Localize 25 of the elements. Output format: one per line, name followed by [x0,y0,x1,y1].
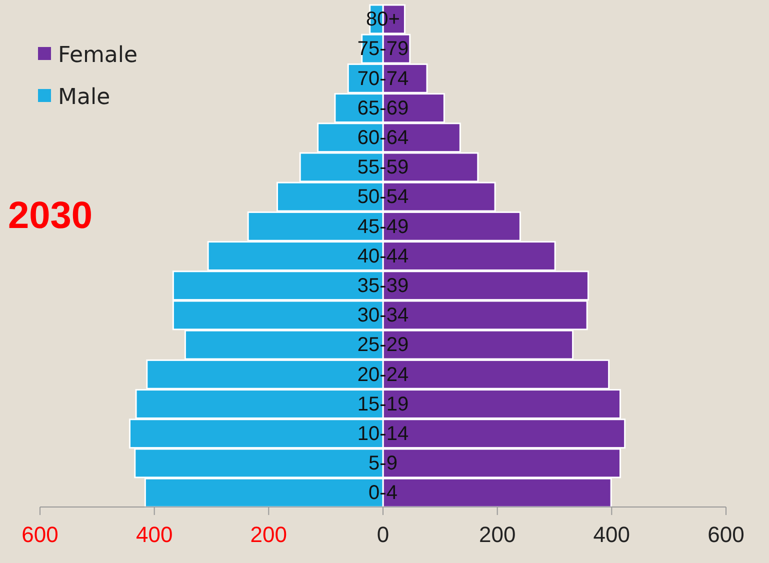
x-tick-label: 400 [593,522,630,548]
x-tick-label: 400 [136,522,173,548]
x-tick-label: 600 [22,522,58,548]
y-tick-label: 65-69 [357,97,409,120]
y-tick-label: 60-64 [357,127,409,150]
y-tick-label: 50-54 [357,186,409,208]
y-tick-label: 15-19 [357,393,409,416]
x-tick-label: 600 [708,522,744,548]
x-tick-label: 0 [376,522,390,548]
y-tick-label: 30-34 [357,304,409,327]
x-tick-label: 200 [250,522,288,548]
y-tick-label: 5-9 [368,452,398,475]
y-tick-label: 25-29 [357,334,409,356]
text: 2030 [8,195,93,237]
legend-label: Female [58,43,138,68]
y-tick-label: 70-74 [357,68,409,90]
legend-label: Male [58,85,110,110]
y-tick-label: 20-24 [357,364,409,386]
y-tick-label: 0-4 [368,482,398,504]
y-tick-label: 55-59 [357,156,409,179]
y-tick-label: 75-79 [357,38,409,60]
y-tick-label: 10-14 [357,422,409,445]
y-tick-label: 80+ [366,8,400,31]
y-tick-label: 35-39 [357,275,409,297]
x-tick-label: 200 [478,522,516,548]
